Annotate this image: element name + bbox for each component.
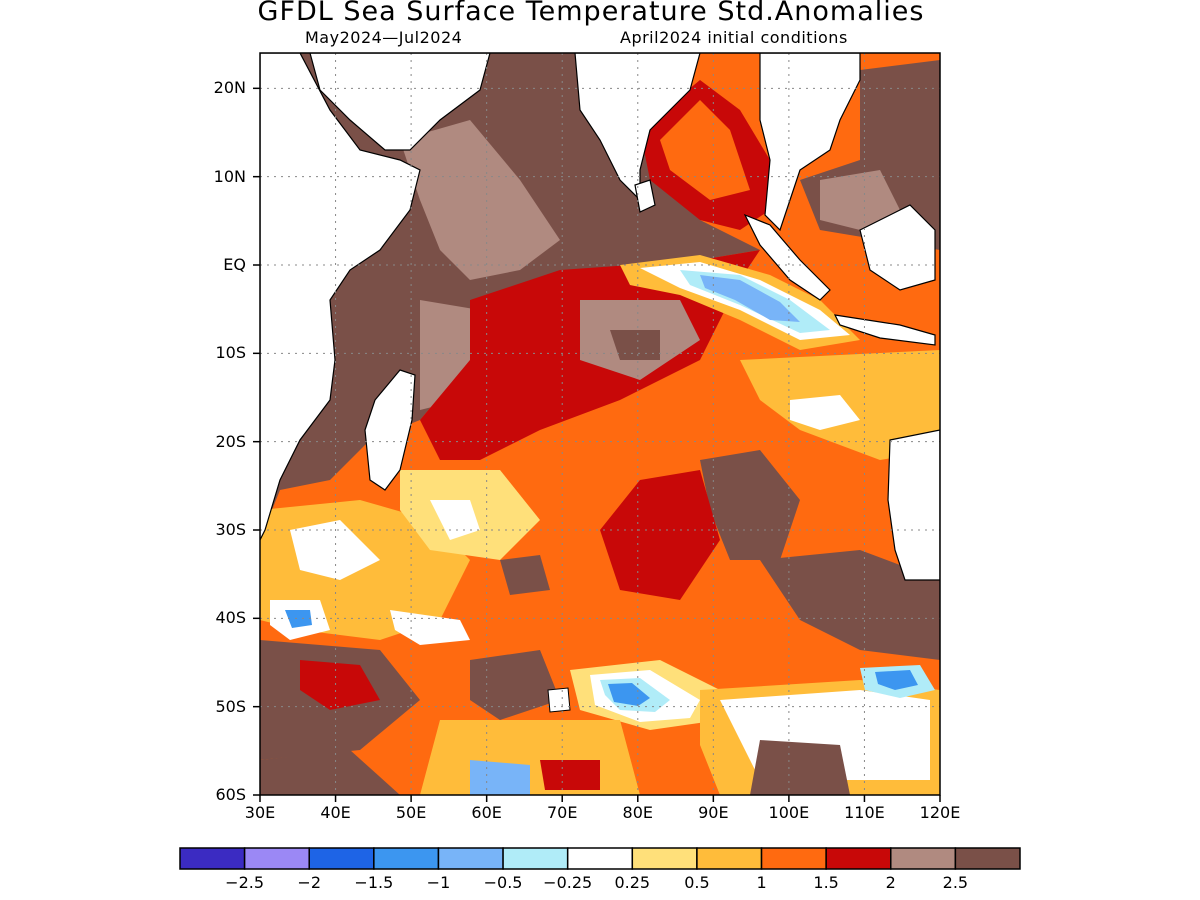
colorbar-label: −0.25 — [543, 873, 593, 892]
colorbar-label: 2.5 — [942, 873, 969, 892]
colorbar-label: 2 — [885, 873, 896, 892]
lon-label: 70E — [546, 803, 578, 822]
lon-label: 90E — [698, 803, 729, 822]
colorbar-swatch — [954, 847, 1021, 870]
lon-label: 60E — [471, 803, 502, 822]
colorbar-label: 1 — [756, 873, 767, 892]
kerguelen-land — [547, 687, 571, 713]
colorbar-swatch — [308, 847, 375, 870]
colorbar-swatch — [502, 847, 569, 870]
lon-label: 110E — [844, 803, 885, 822]
lat-label: 10S — [215, 343, 246, 363]
colorbar-label: 0.25 — [614, 873, 651, 892]
madagascar-land — [364, 369, 416, 491]
lon-label: 30E — [244, 803, 276, 822]
colorbar-swatch — [179, 847, 246, 870]
colorbar-label: −1.5 — [354, 873, 394, 892]
map-gridlines — [260, 53, 940, 795]
colorbar-swatch — [566, 847, 634, 870]
map-title: GFDL Sea Surface Temperature Std.Anomali… — [257, 0, 925, 27]
colorbar — [179, 847, 1021, 870]
lat-label: 10N — [213, 166, 246, 186]
anomaly-field — [260, 53, 940, 795]
lat-label: 60S — [215, 785, 246, 804]
java-land — [833, 314, 936, 346]
map-frame — [259, 52, 941, 796]
lon-label: 40E — [320, 803, 351, 822]
colorbar-label: 0.5 — [684, 873, 710, 892]
lon-label: 100E — [768, 803, 810, 822]
axis-ticks — [253, 87, 941, 802]
colorbar-swatch — [825, 847, 892, 870]
colorbar-swatch — [890, 847, 957, 870]
colorbar-swatch — [760, 847, 827, 870]
srilanka-land — [634, 179, 656, 213]
arabia-land — [309, 53, 491, 151]
colorbar-swatch — [437, 847, 504, 870]
africa-land — [260, 53, 421, 541]
lon-label: 80E — [622, 803, 653, 822]
colorbar-label: −1 — [426, 873, 451, 892]
lat-label: EQ — [223, 255, 246, 274]
initial-conditions: April2024 initial conditions — [620, 28, 848, 47]
colorbar-swatch — [696, 847, 763, 870]
colorbar-swatch — [243, 847, 310, 870]
lat-label: 20S — [215, 431, 246, 451]
colorbar-swatch — [373, 847, 440, 870]
sumatra-land — [743, 213, 831, 301]
colorbar-label: −0.5 — [483, 873, 523, 892]
lon-label: 50E — [395, 803, 427, 822]
borneo-land — [859, 204, 936, 291]
lat-label: 50S — [215, 696, 246, 716]
colorbar-label: 1.5 — [813, 873, 839, 892]
forecast-period: May2024—Jul2024 — [305, 28, 463, 47]
lat-label: 20N — [213, 78, 246, 98]
colorbar-swatch — [631, 847, 698, 870]
australia-land — [887, 429, 940, 581]
lat-label: 30S — [215, 520, 246, 539]
colorbar-label: −2 — [297, 873, 322, 892]
colorbar-label: −2.5 — [225, 873, 265, 892]
lon-label: 120E — [919, 803, 961, 822]
lat-label: 40S — [215, 608, 246, 628]
indochina-land — [759, 53, 861, 232]
